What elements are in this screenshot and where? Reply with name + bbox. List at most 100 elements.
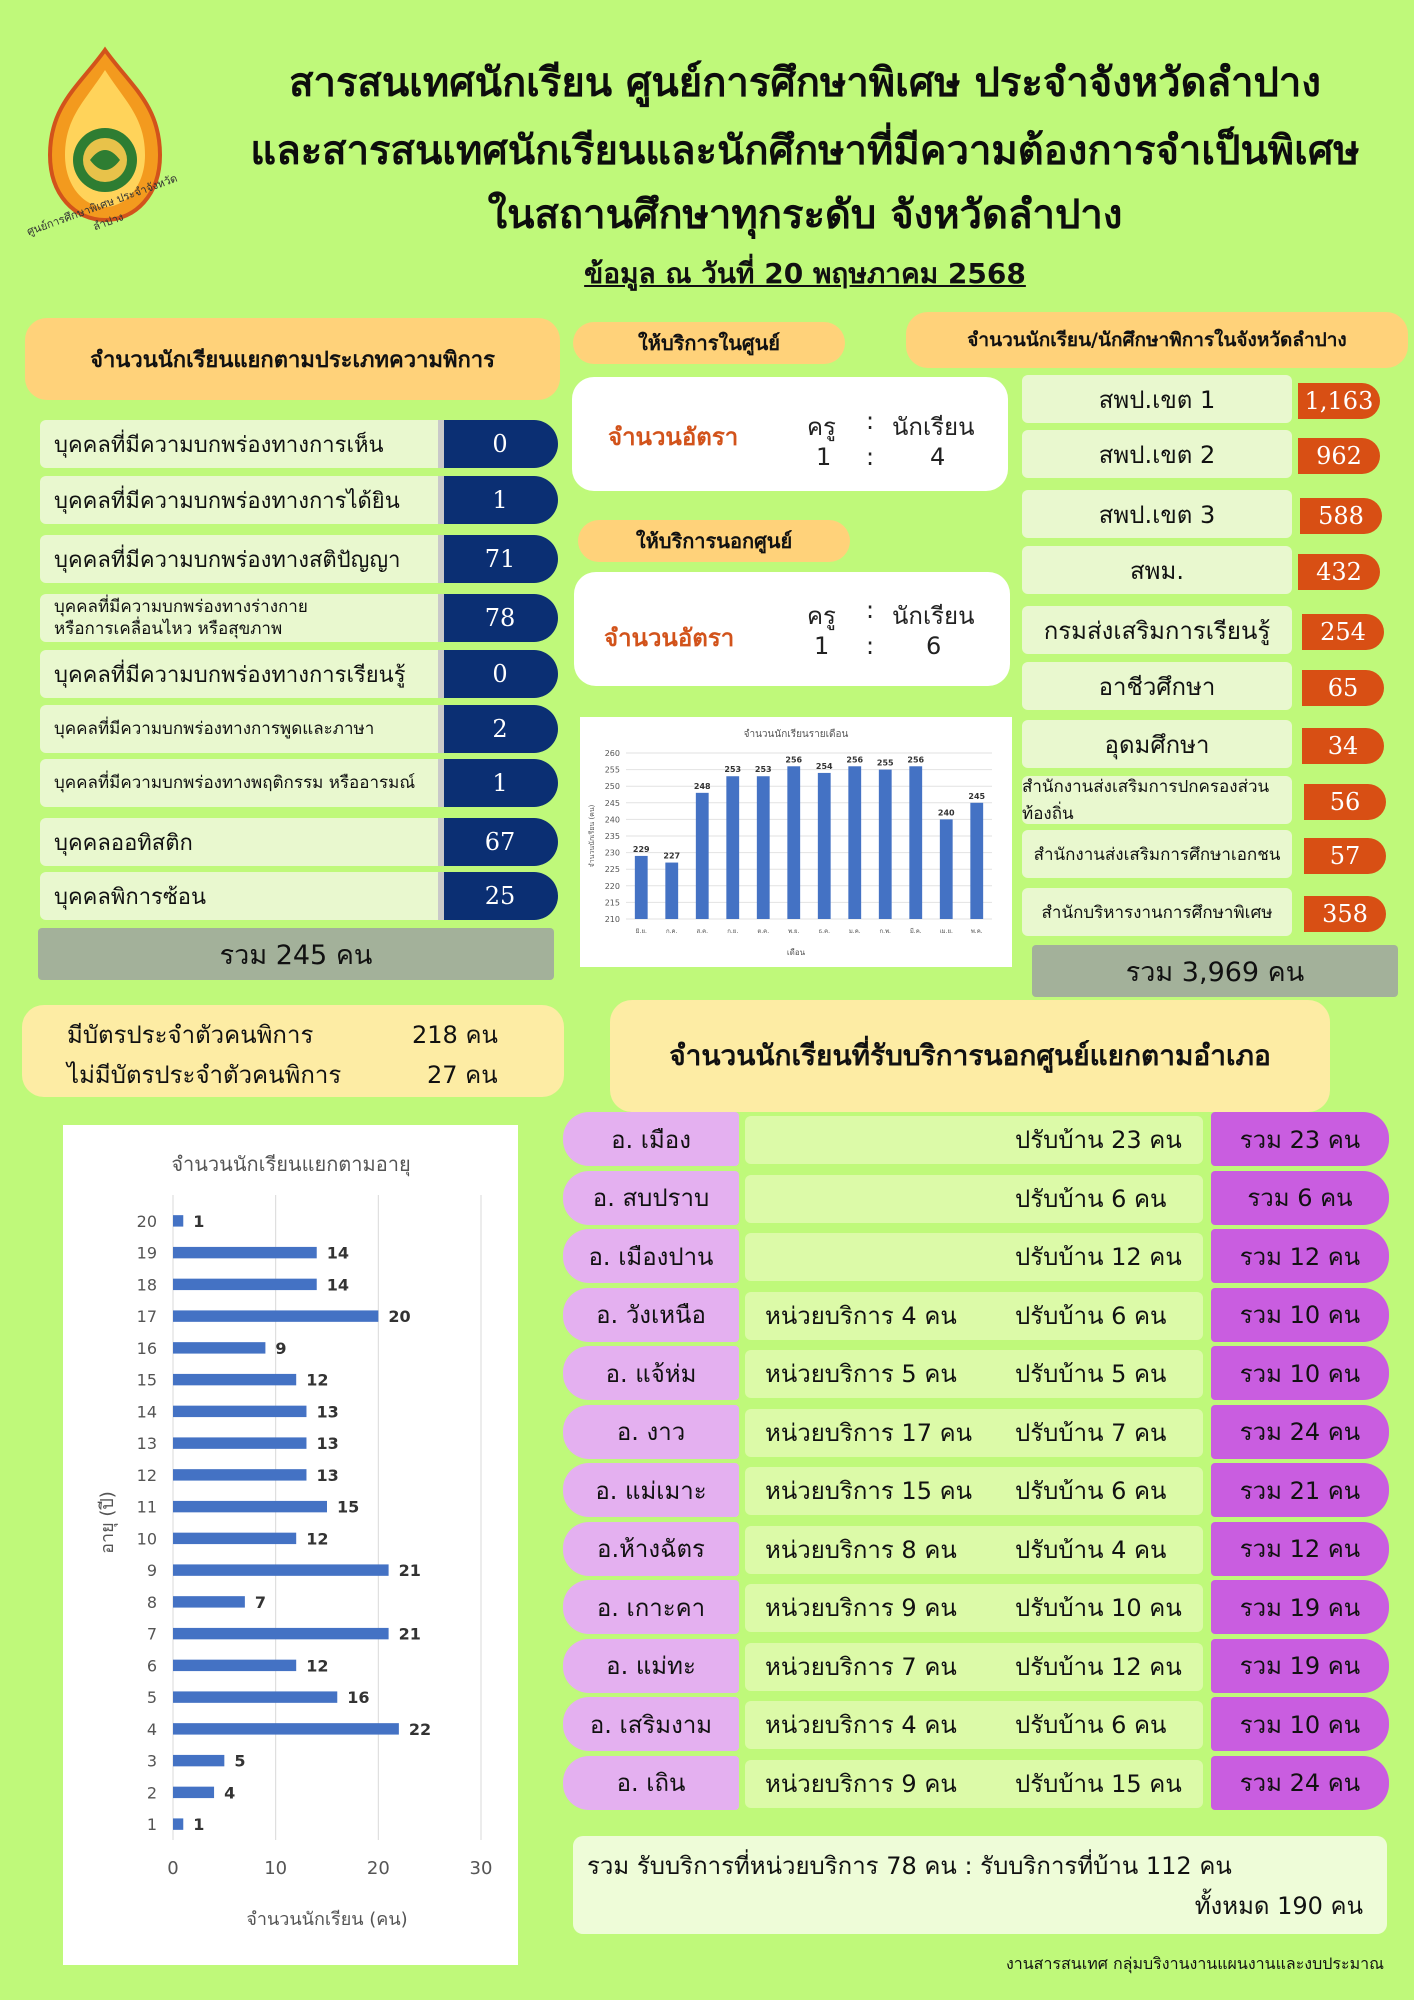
out-center-heading: ให้บริการนอกศูนย์: [578, 520, 850, 562]
disability-label: บุคคลที่มีความบกพร่องทางการพูดและภาษา: [40, 705, 442, 753]
district-home-service: ปรับบ้าน 4 คน: [1015, 1535, 1167, 1564]
age-bar-label: 1: [193, 1815, 204, 1834]
logo: ศูนย์การศึกษาพิเศษ ประจำจังหวัดลำปาง: [10, 45, 200, 245]
monthly-bar-label: 245: [968, 792, 985, 801]
card-status-box: มีบัตรประจำตัวคนพิการ 218 คน ไม่มีบัตรปร…: [22, 1005, 564, 1097]
monthly-bar-label: 227: [663, 852, 680, 861]
disability-label: บุคคลที่มีความบกพร่องทางการเรียนรู้: [40, 650, 442, 698]
in-center-ratio-label: จำนวนอัตรา: [608, 423, 739, 451]
district-unit-service: หน่วยบริการ 7 คน: [765, 1652, 957, 1681]
disability-label: บุคคลที่มีความบกพร่องทางการได้ยิน: [40, 476, 442, 524]
age-bar: [173, 1723, 399, 1735]
disability-total: รวม 245 คน: [38, 928, 554, 980]
district-total: รวม 24 คน: [1211, 1404, 1389, 1459]
monthly-y-tick: 255: [605, 766, 620, 775]
monthly-y-tick: 245: [605, 799, 620, 808]
in-center-student-label: นักเรียน: [892, 413, 975, 441]
district-row: อ. เสริมงาม หน่วยบริการ 4 คน ปรับบ้าน 6 คน…: [563, 1697, 1391, 1751]
district-name: อ. งาว: [563, 1404, 739, 1459]
age-bar-label: 16: [347, 1688, 369, 1707]
province-label: สำนักงานส่งเสริมการปกครองส่วนท้องถิ่น: [1022, 776, 1292, 824]
province-row: อาชีวศึกษา 65: [1022, 662, 1402, 710]
age-bar-label: 13: [316, 1466, 338, 1485]
province-count: 65: [1302, 670, 1384, 706]
province-label: สำนักบริหารงานการศึกษาพิเศษ: [1022, 888, 1292, 936]
disability-label: บุคคลที่มีความบกพร่องทางพฤติกรรม หรืออาร…: [40, 759, 442, 807]
disability-count: 1: [438, 759, 558, 807]
disability-row: บุคคลที่มีความบกพร่องทางการเห็น 0: [40, 420, 560, 468]
no-card-label: ไม่มีบัตรประจำตัวคนพิการ: [67, 1061, 342, 1089]
out-center-card: จำนวนอัตรา ครู : นักเรียน 1 : 6: [574, 572, 1010, 686]
district-home-service: ปรับบ้าน 7 คน: [1015, 1418, 1167, 1447]
monthly-bar: [726, 776, 740, 919]
disability-label: บุคคลพิการซ้อน: [40, 872, 442, 920]
age-bar-label: 21: [399, 1561, 421, 1580]
monthly-y-tick: 215: [605, 898, 620, 907]
footer-credit: งานสารสนเทศ กลุ่มบริงานงานแผนงานและงบประ…: [1005, 1954, 1384, 1973]
disability-heading: จำนวนนักเรียนแยกตามประเภทความพิการ: [25, 318, 560, 400]
monthly-y-tick: 225: [605, 865, 620, 874]
district-total: รวม 12 คน: [1211, 1521, 1389, 1576]
province-count: 56: [1304, 784, 1386, 820]
out-center-colon: :: [866, 596, 875, 624]
district-total: รวม 24 คน: [1211, 1755, 1389, 1810]
age-bar-label: 12: [306, 1529, 328, 1548]
district-name: อ. เมือง: [563, 1112, 739, 1166]
age-bar-label: 13: [316, 1434, 338, 1453]
age-y-tick: 11: [137, 1498, 157, 1517]
province-label: สำนักงานส่งเสริมการศึกษาเอกชน: [1022, 830, 1292, 878]
district-row: อ. สบปราบ ปรับบ้าน 6 คน รวม 6 คน: [563, 1170, 1391, 1225]
monthly-x-tick: ต.ค.: [757, 928, 769, 935]
district-home-service: ปรับบ้าน 23 คน: [1015, 1126, 1182, 1154]
district-detail: หน่วยบริการ 5 คน ปรับบ้าน 5 คน: [745, 1350, 1203, 1398]
province-label: สพม.: [1022, 546, 1292, 594]
province-count: 1,163: [1298, 383, 1380, 419]
data-date: ข้อมูล ณ วันที่ 20 พฤษภาคม 2568: [584, 257, 1026, 290]
age-y-tick: 14: [137, 1402, 157, 1421]
out-center-colon-2: :: [866, 632, 875, 660]
province-count: 432: [1298, 554, 1380, 590]
disability-count: 1: [438, 476, 558, 524]
monthly-bar-label: 253: [755, 765, 772, 774]
disability-row: บุคคลที่มีความบกพร่องทางพฤติกรรม หรืออาร…: [40, 759, 560, 807]
monthly-y-tick: 235: [605, 832, 620, 841]
monthly-bar-label: 256: [785, 755, 802, 764]
district-row: อ. เถิน หน่วยบริการ 9 คน ปรับบ้าน 15 คน รวม…: [563, 1755, 1391, 1810]
province-label: อาชีวศึกษา: [1022, 662, 1292, 710]
monthly-x-tick: ส.ค.: [697, 928, 709, 935]
district-row: อ. เมือง ปรับบ้าน 23 คน รวม 23 คน: [563, 1112, 1391, 1166]
age-y-tick: 9: [147, 1561, 157, 1580]
district-home-service: ปรับบ้าน 10 คน: [1015, 1594, 1182, 1622]
province-count: 254: [1302, 614, 1384, 650]
districts-heading: จำนวนนักเรียนที่รับบริการนอกศูนย์แยกตามอ…: [610, 1000, 1330, 1112]
monthly-bar: [756, 776, 770, 919]
province-label: อุดมศึกษา: [1022, 720, 1292, 768]
age-bar-label: 12: [306, 1656, 328, 1675]
age-bar-label: 7: [255, 1593, 266, 1612]
district-row: อ. เมืองปาน ปรับบ้าน 12 คน รวม 12 คน: [563, 1229, 1391, 1283]
page-title-line-3: ในสถานศึกษาทุกระดับ จังหวัดลำปาง: [487, 192, 1123, 238]
district-name: อ. แจ้ห่ม: [563, 1346, 739, 1400]
district-name: อ. เกาะคา: [563, 1580, 739, 1634]
district-detail: ปรับบ้าน 12 คน: [745, 1233, 1203, 1281]
age-bar: [173, 1405, 307, 1418]
have-card-count: 218 คน: [412, 1021, 498, 1049]
district-row: อ. แม่เมาะ หน่วยบริการ 15 คน ปรับบ้าน 6 คน…: [563, 1463, 1391, 1517]
age-bar: [173, 1659, 297, 1672]
age-bar: [173, 1437, 307, 1449]
out-center-ratio-label: จำนวนอัตรา: [604, 624, 735, 652]
province-count: 588: [1300, 498, 1382, 534]
age-bar-label: 5: [234, 1752, 245, 1771]
disability-row: บุคคลที่มีความบกพร่องทางร่างกาย หรือการเ…: [40, 594, 560, 642]
district-home-service: ปรับบ้าน 12 คน: [1015, 1243, 1182, 1271]
province-row: สพม. 432: [1022, 546, 1402, 594]
province-row: สพป.เขต 1 1,163: [1022, 375, 1402, 423]
disability-label: บุคคลออทิสติก: [40, 818, 442, 866]
age-bar: [173, 1246, 317, 1259]
age-bar: [173, 1310, 379, 1322]
district-row: อ. แจ้ห่ม หน่วยบริการ 5 คน ปรับบ้าน 5 คน รว…: [563, 1346, 1391, 1400]
monthly-y-tick: 250: [605, 782, 620, 791]
monthly-x-tick: พ.ค.: [971, 928, 983, 935]
province-count: 358: [1304, 896, 1386, 932]
monthly-y-tick: 230: [605, 849, 620, 858]
